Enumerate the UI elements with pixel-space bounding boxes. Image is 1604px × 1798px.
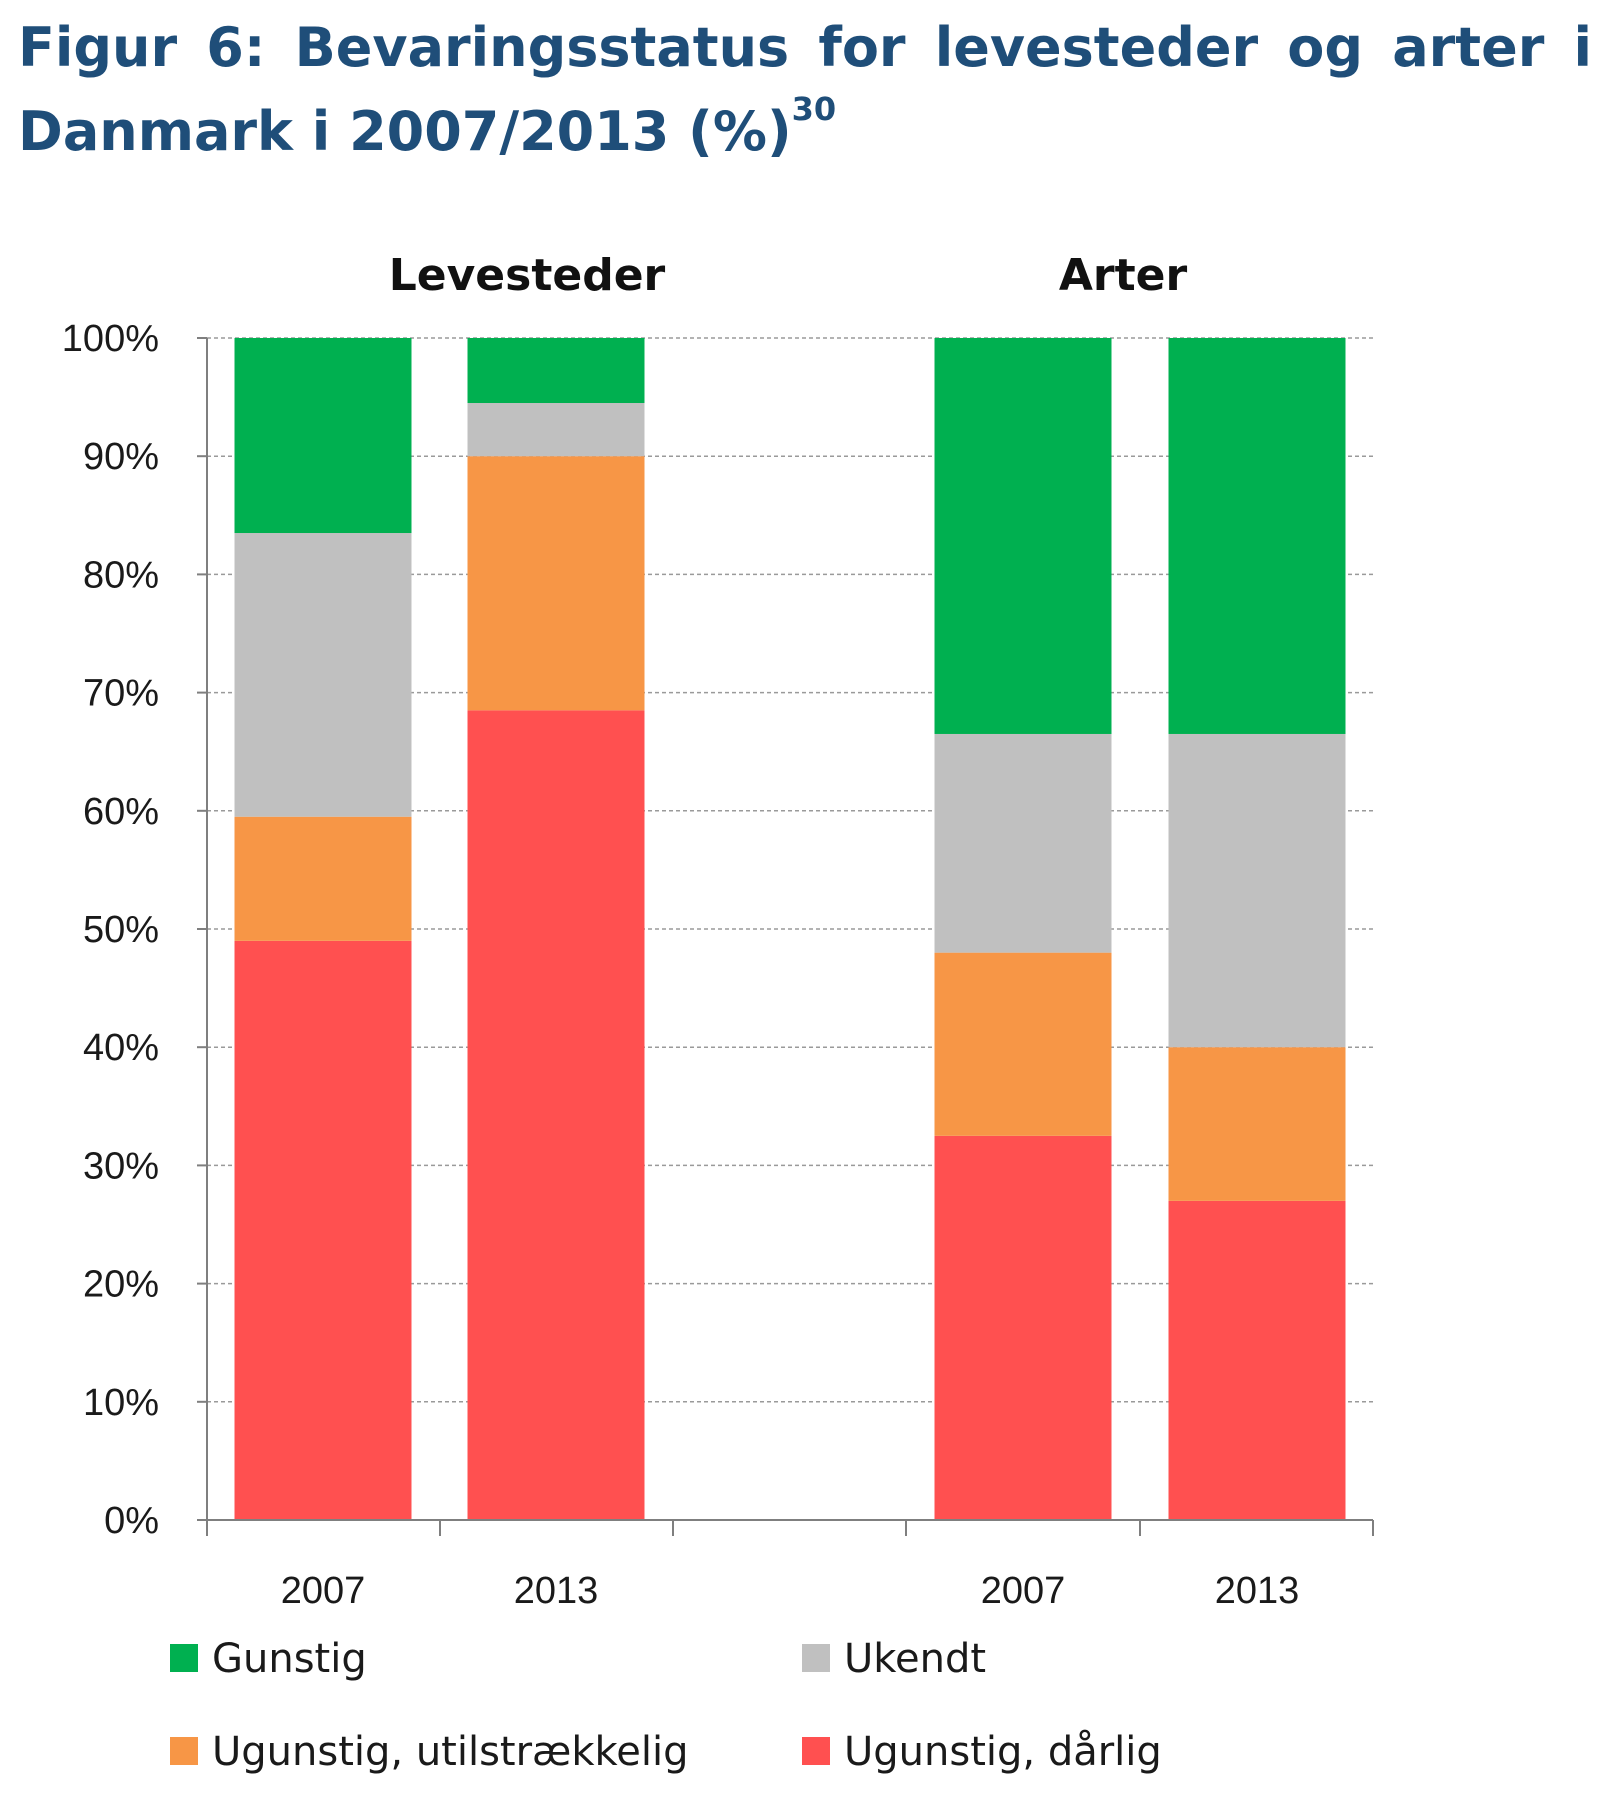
bar-segment (1168, 733, 1346, 1048)
bar-segment (934, 338, 1112, 734)
y-tick-label: 50% (83, 909, 159, 951)
legend: Gunstig Ukendt Ugunstig, utilstrækkelig Ugu… (170, 1636, 1162, 1775)
legend-swatch (802, 1737, 830, 1765)
y-tick-label: 20% (83, 1264, 159, 1306)
y-tick-label: 90% (83, 436, 159, 478)
y-tick-label: 30% (83, 1145, 159, 1187)
bar-segment (1168, 1200, 1346, 1520)
group-title: Arter (1059, 250, 1188, 301)
legend-label: Ukendt (844, 1636, 986, 1682)
bar-segment (467, 338, 645, 404)
gridlines (207, 337, 1373, 1403)
x-tick-label: 2007 (981, 1570, 1066, 1612)
bar-segment (234, 338, 412, 534)
y-tick-label: 100% (62, 318, 159, 360)
group-title: Levesteder (389, 250, 666, 301)
legend-swatch (170, 1644, 198, 1672)
legend-label: Gunstig (212, 1636, 367, 1682)
bar-segment (467, 710, 645, 1520)
bar-segment (467, 403, 645, 457)
axes (197, 337, 1374, 1536)
legend-swatch (170, 1737, 198, 1765)
bar-segment (1168, 338, 1346, 734)
y-tick-label: 80% (83, 554, 159, 596)
bar-segment (234, 533, 412, 817)
legend-swatch (802, 1644, 830, 1672)
y-tick-label: 10% (83, 1382, 159, 1424)
legend-label: Ugunstig, utilstrækkelig (212, 1729, 688, 1775)
figure-title-text: Figur 6: Bevaringsstatus for levesteder … (18, 16, 1592, 163)
bars (234, 338, 1346, 1520)
bar-segment (234, 816, 412, 941)
y-tick-label: 40% (83, 1027, 159, 1069)
labels: 0% 10% 20% 30% 40% 50% 60% 70% 80% 90% 100% 2007 201… (62, 250, 1299, 1612)
y-tick-label: 70% (83, 673, 159, 715)
bar-segment (934, 1135, 1112, 1520)
y-tick-label: 60% (83, 791, 159, 833)
figure-title: Figur 6: Bevaringsstatus for levesteder … (18, 6, 1592, 174)
bar-segment (467, 456, 645, 711)
x-tick-label: 2013 (1215, 1570, 1300, 1612)
x-tick-label: 2007 (281, 1570, 366, 1612)
bar-segment (1168, 1047, 1346, 1201)
bar-segment (234, 940, 412, 1520)
bar-segment (934, 952, 1112, 1136)
y-tick-label: 0% (104, 1500, 159, 1542)
bar-segment (934, 733, 1112, 953)
legend-label: Ugunstig, dårlig (844, 1729, 1162, 1775)
footnote-marker: 30 (791, 90, 837, 128)
x-tick-label: 2013 (514, 1570, 599, 1612)
